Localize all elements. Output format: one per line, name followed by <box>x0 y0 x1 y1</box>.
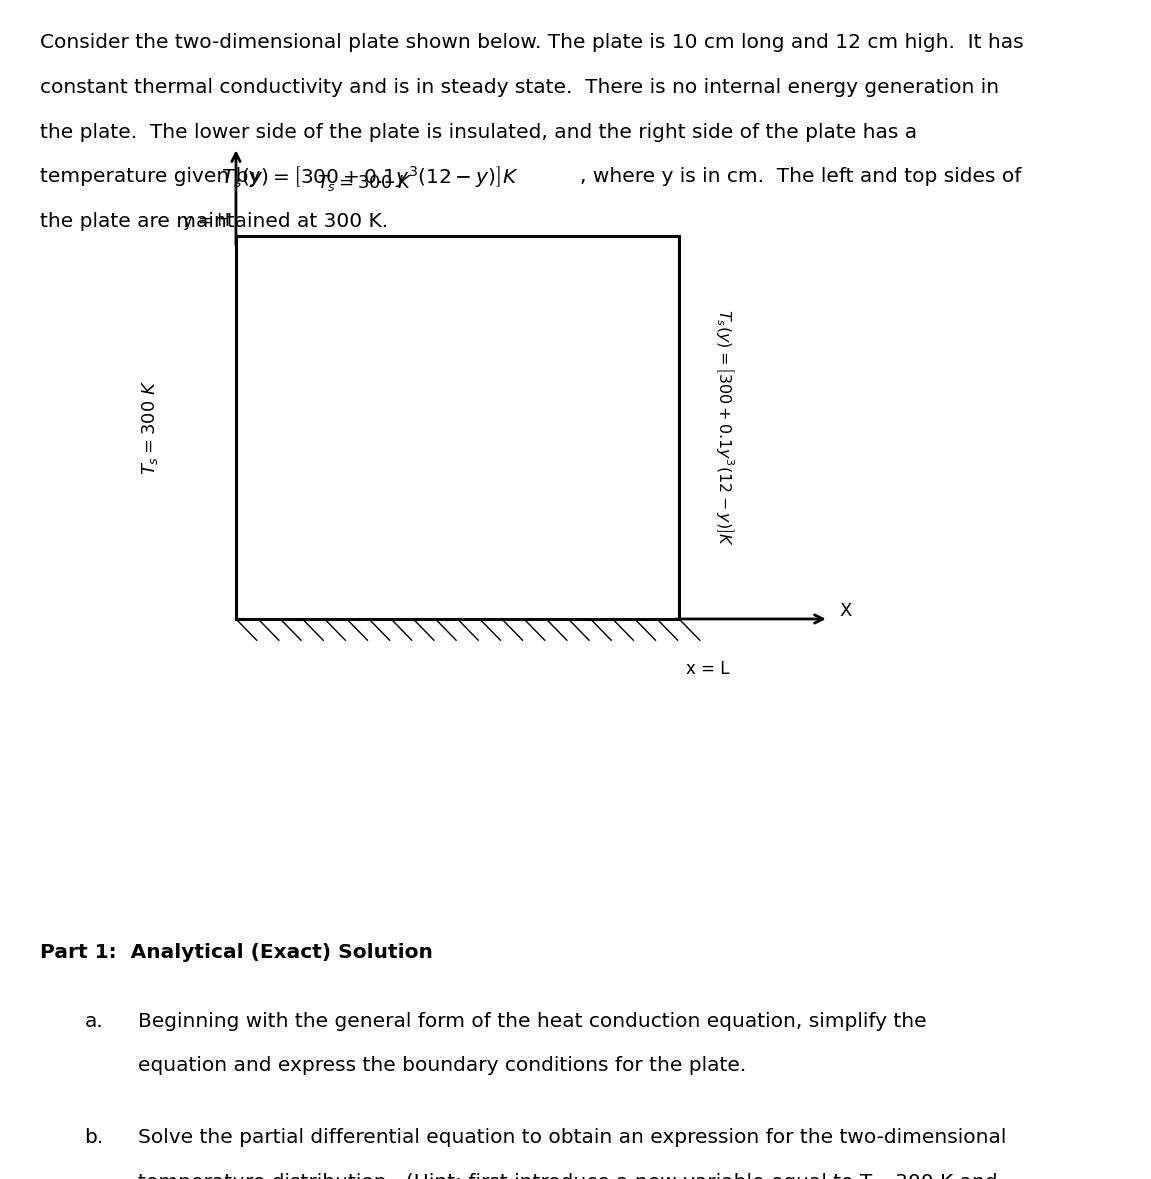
Text: Consider the two-dimensional plate shown below. The plate is 10 cm long and 12 c: Consider the two-dimensional plate shown… <box>40 33 1024 52</box>
Text: $T_s = 300\ K$: $T_s = 300\ K$ <box>317 173 412 192</box>
Text: $T_s = 300\ K$: $T_s = 300\ K$ <box>139 380 160 475</box>
Text: b.: b. <box>84 1128 104 1147</box>
Text: , where y is in cm.  The left and top sides of: , where y is in cm. The left and top sid… <box>580 167 1021 186</box>
Text: Part 1:  Analytical (Exact) Solution: Part 1: Analytical (Exact) Solution <box>40 943 433 962</box>
Text: $T_s(y) = \left[300+0.1y^3(12-y)\right]K$: $T_s(y) = \left[300+0.1y^3(12-y)\right]K… <box>221 164 519 190</box>
Text: X: X <box>840 601 852 620</box>
Text: Beginning with the general form of the heat conduction equation, simplify the: Beginning with the general form of the h… <box>138 1012 927 1030</box>
Text: equation and express the boundary conditions for the plate.: equation and express the boundary condit… <box>138 1056 746 1075</box>
Text: y = H: y = H <box>183 212 230 230</box>
Text: temperature given by: temperature given by <box>40 167 267 186</box>
Text: constant thermal conductivity and is in steady state.  There is no internal ener: constant thermal conductivity and is in … <box>40 78 999 97</box>
Text: the plate.  The lower side of the plate is insulated, and the right side of the : the plate. The lower side of the plate i… <box>40 123 917 141</box>
Text: temperature distribution.  (Hint: first introduce a new variable equal to T – 30: temperature distribution. (Hint: first i… <box>138 1173 998 1179</box>
Text: $T_s(y) = \left[300+0.1y^3(12-y)\right]K$: $T_s(y) = \left[300+0.1y^3(12-y)\right]K… <box>714 309 737 546</box>
Text: x = L: x = L <box>686 660 730 678</box>
Text: the plate are maintained at 300 K.: the plate are maintained at 300 K. <box>40 212 388 231</box>
Bar <box>236 236 679 619</box>
Text: a.: a. <box>85 1012 104 1030</box>
Text: Solve the partial differential equation to obtain an expression for the two-dime: Solve the partial differential equation … <box>138 1128 1006 1147</box>
